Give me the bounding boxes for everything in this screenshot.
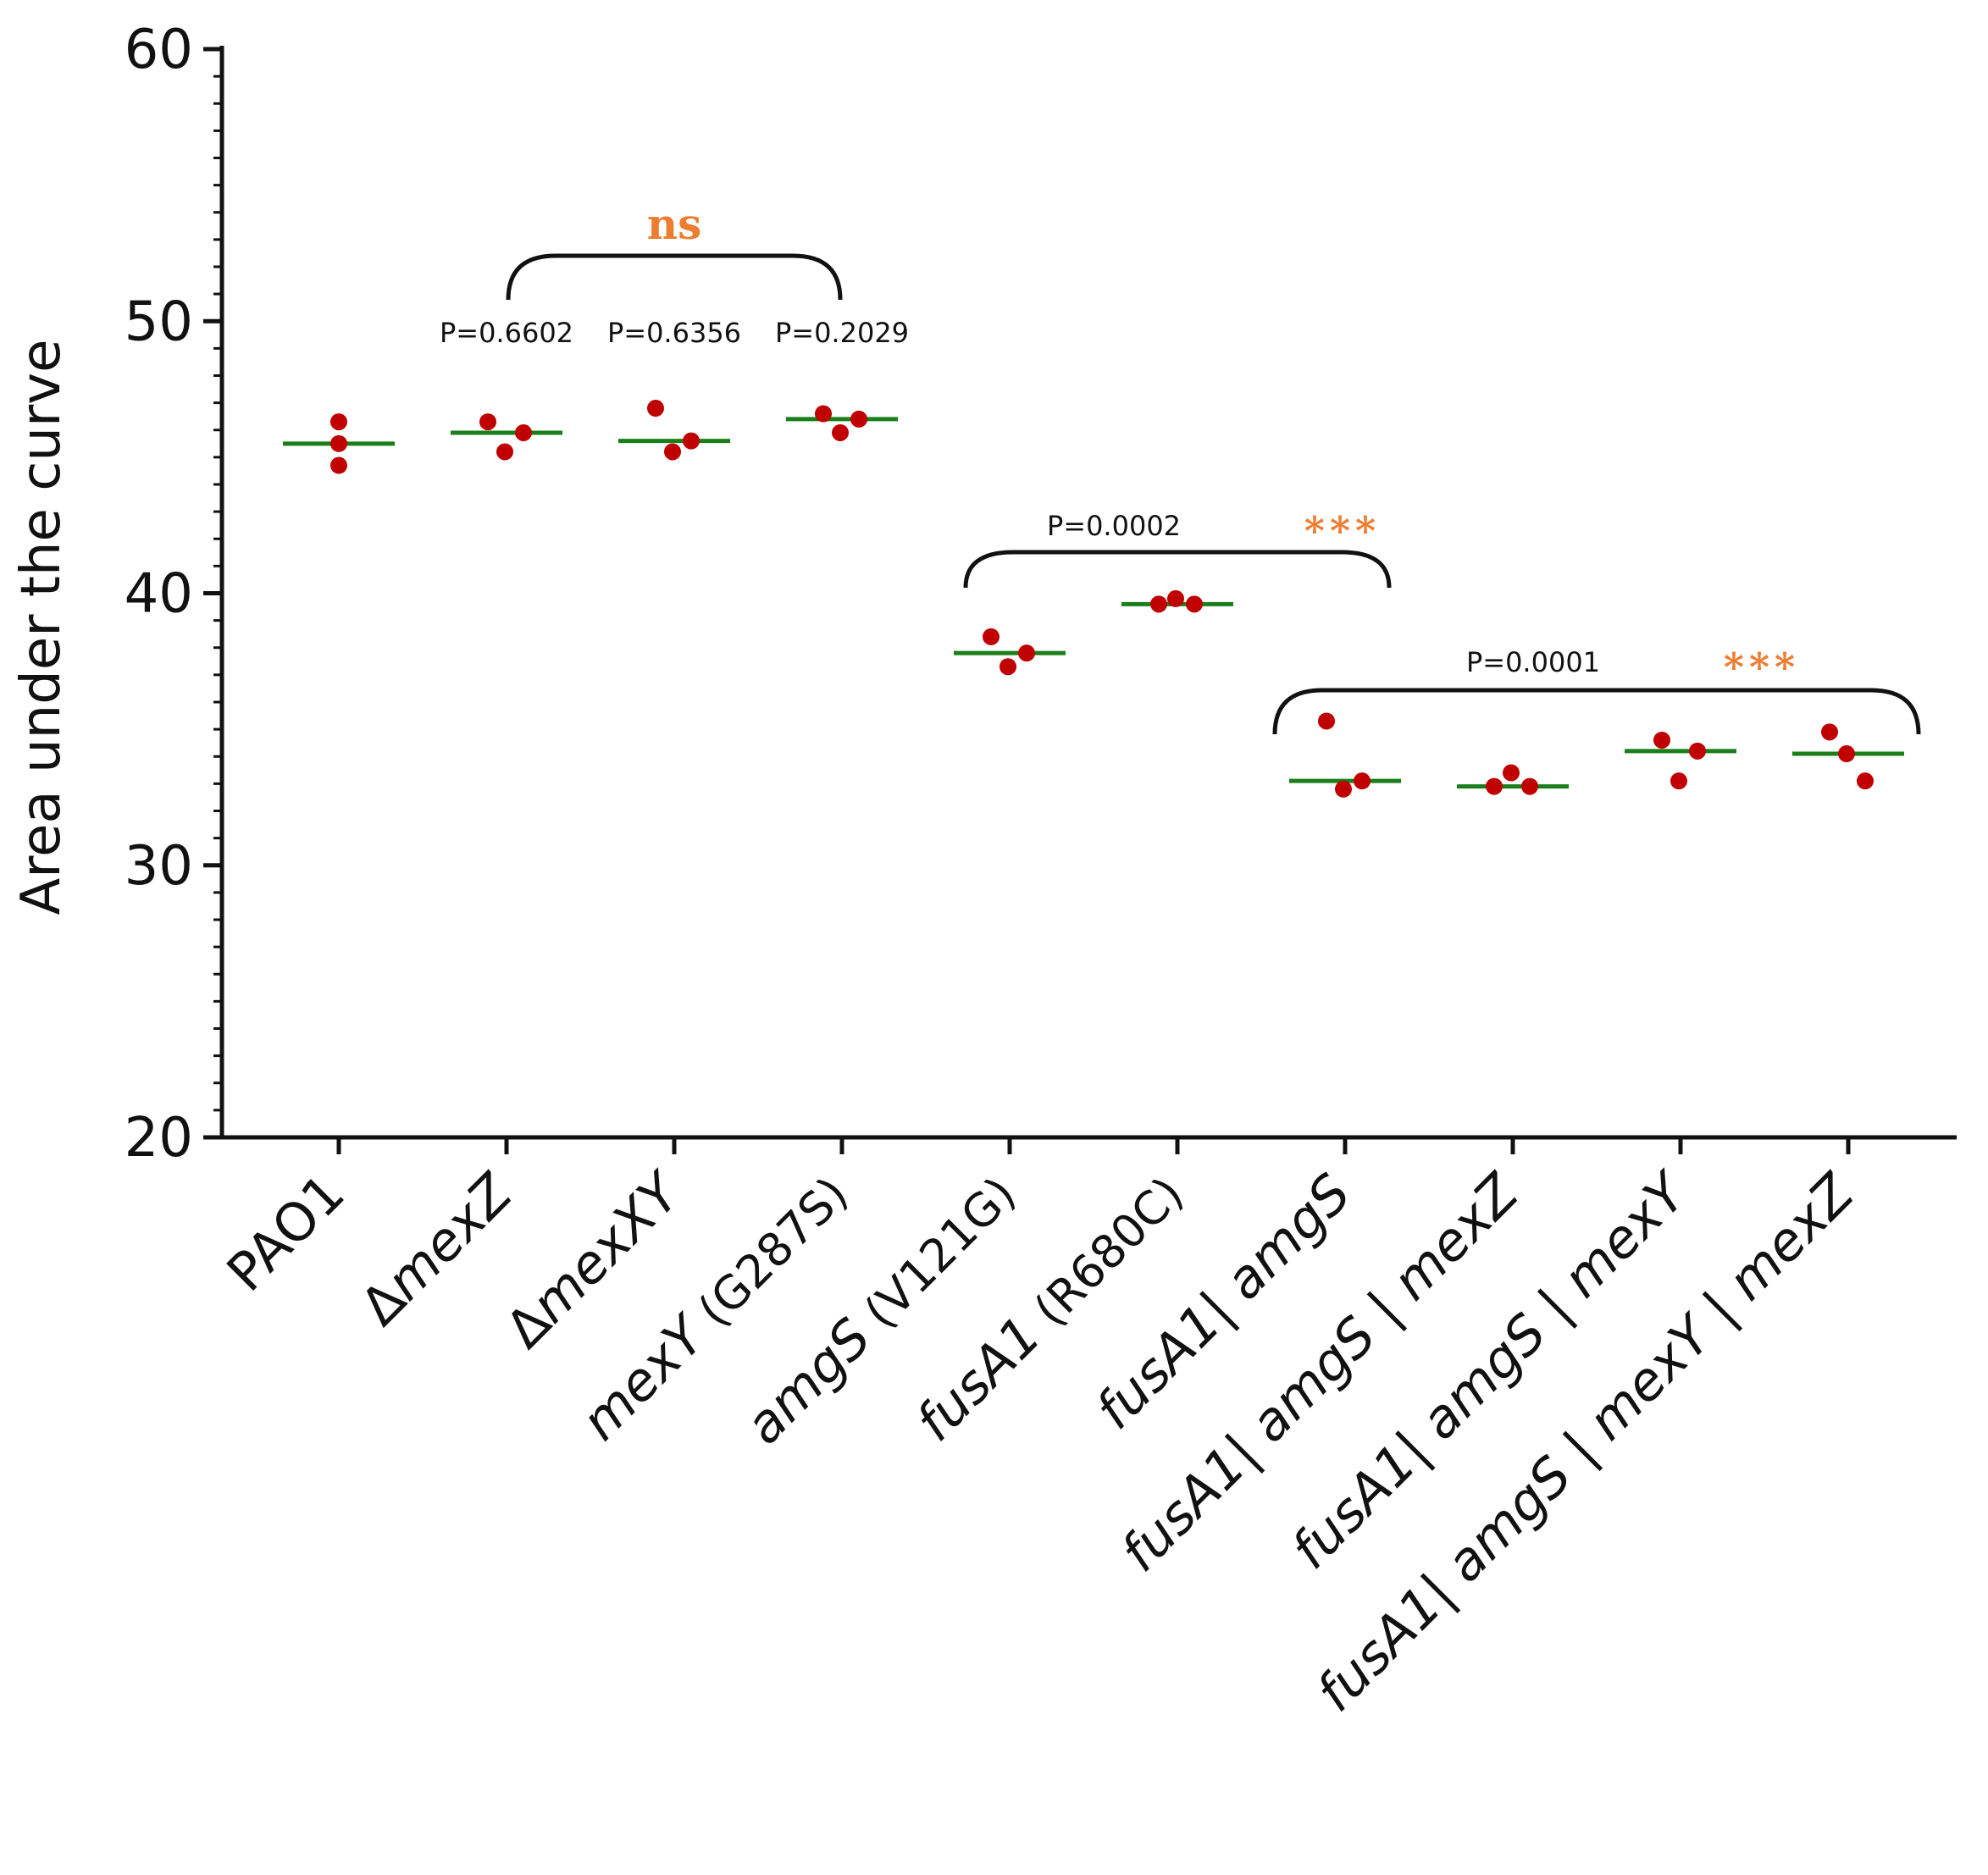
- data-point: [1521, 777, 1538, 795]
- data-point: [1670, 772, 1687, 790]
- y-tick-label: 40: [125, 563, 193, 626]
- data-point: [1857, 772, 1874, 790]
- significance-label: ***: [1724, 644, 1800, 690]
- data-point: [664, 443, 681, 461]
- data-point: [1000, 658, 1016, 676]
- median-lines: [283, 417, 1904, 789]
- data-point: [1318, 712, 1335, 730]
- data-point: [515, 423, 532, 441]
- significance-bracket: [1272, 688, 1921, 735]
- x-category-label-part: mexXY: [519, 1159, 695, 1335]
- data-points: [330, 400, 1874, 798]
- data-point: [1186, 595, 1203, 613]
- significance-label: ns: [647, 199, 702, 249]
- y-tick-label: 60: [125, 19, 193, 81]
- data-point: [330, 413, 347, 431]
- p-value-label: P=0.6356: [607, 317, 741, 349]
- significance-bracket: [963, 550, 1392, 589]
- data-point: [815, 405, 832, 423]
- data-point: [496, 443, 513, 461]
- significance-bracket: [506, 253, 843, 301]
- y-tick-label: 30: [125, 835, 193, 898]
- data-point: [1838, 745, 1855, 763]
- data-point: [1821, 723, 1838, 741]
- p-value-labels: P=0.6602 P=0.6356 P=0.2029: [440, 317, 909, 349]
- data-point: [832, 423, 849, 441]
- x-category-label-part: PAO1: [215, 1162, 357, 1303]
- data-point: [1354, 772, 1371, 790]
- x-category-label-part: amgS: [733, 1307, 883, 1457]
- bracket-p-value: P=0.0001: [1466, 646, 1600, 678]
- x-category-label-part: mexZ: [374, 1161, 524, 1312]
- data-point: [1335, 780, 1352, 798]
- data-point: [1486, 777, 1503, 795]
- data-point: [1689, 742, 1706, 760]
- data-point: [850, 410, 867, 428]
- axes: [203, 46, 1957, 1154]
- p-value-label: P=0.6602: [440, 317, 573, 349]
- data-point: [330, 456, 347, 474]
- data-point: [1653, 731, 1670, 749]
- data-point: [1503, 764, 1520, 782]
- x-category-label: PAO1: [215, 1162, 357, 1303]
- data-point: [983, 628, 1000, 645]
- data-point: [1167, 589, 1184, 607]
- y-tick-label: 50: [125, 290, 193, 353]
- data-point: [683, 432, 700, 450]
- significance-label: ***: [1304, 508, 1381, 554]
- bracket-p-value: P=0.0002: [1047, 510, 1181, 542]
- data-point: [330, 434, 347, 452]
- p-value-label: P=0.2029: [775, 317, 909, 349]
- y-axis-label: Area under the curve: [10, 339, 73, 915]
- significance-brackets: ns P=0.0002 *** P=0.0001 ***: [506, 199, 1921, 735]
- y-tick-labels: 20 30 40 50 60: [125, 19, 193, 1170]
- y-tick-label: 20: [125, 1107, 193, 1170]
- data-point: [1150, 595, 1167, 613]
- data-point: [1018, 644, 1035, 662]
- data-point: [647, 400, 664, 418]
- data-point: [479, 413, 496, 431]
